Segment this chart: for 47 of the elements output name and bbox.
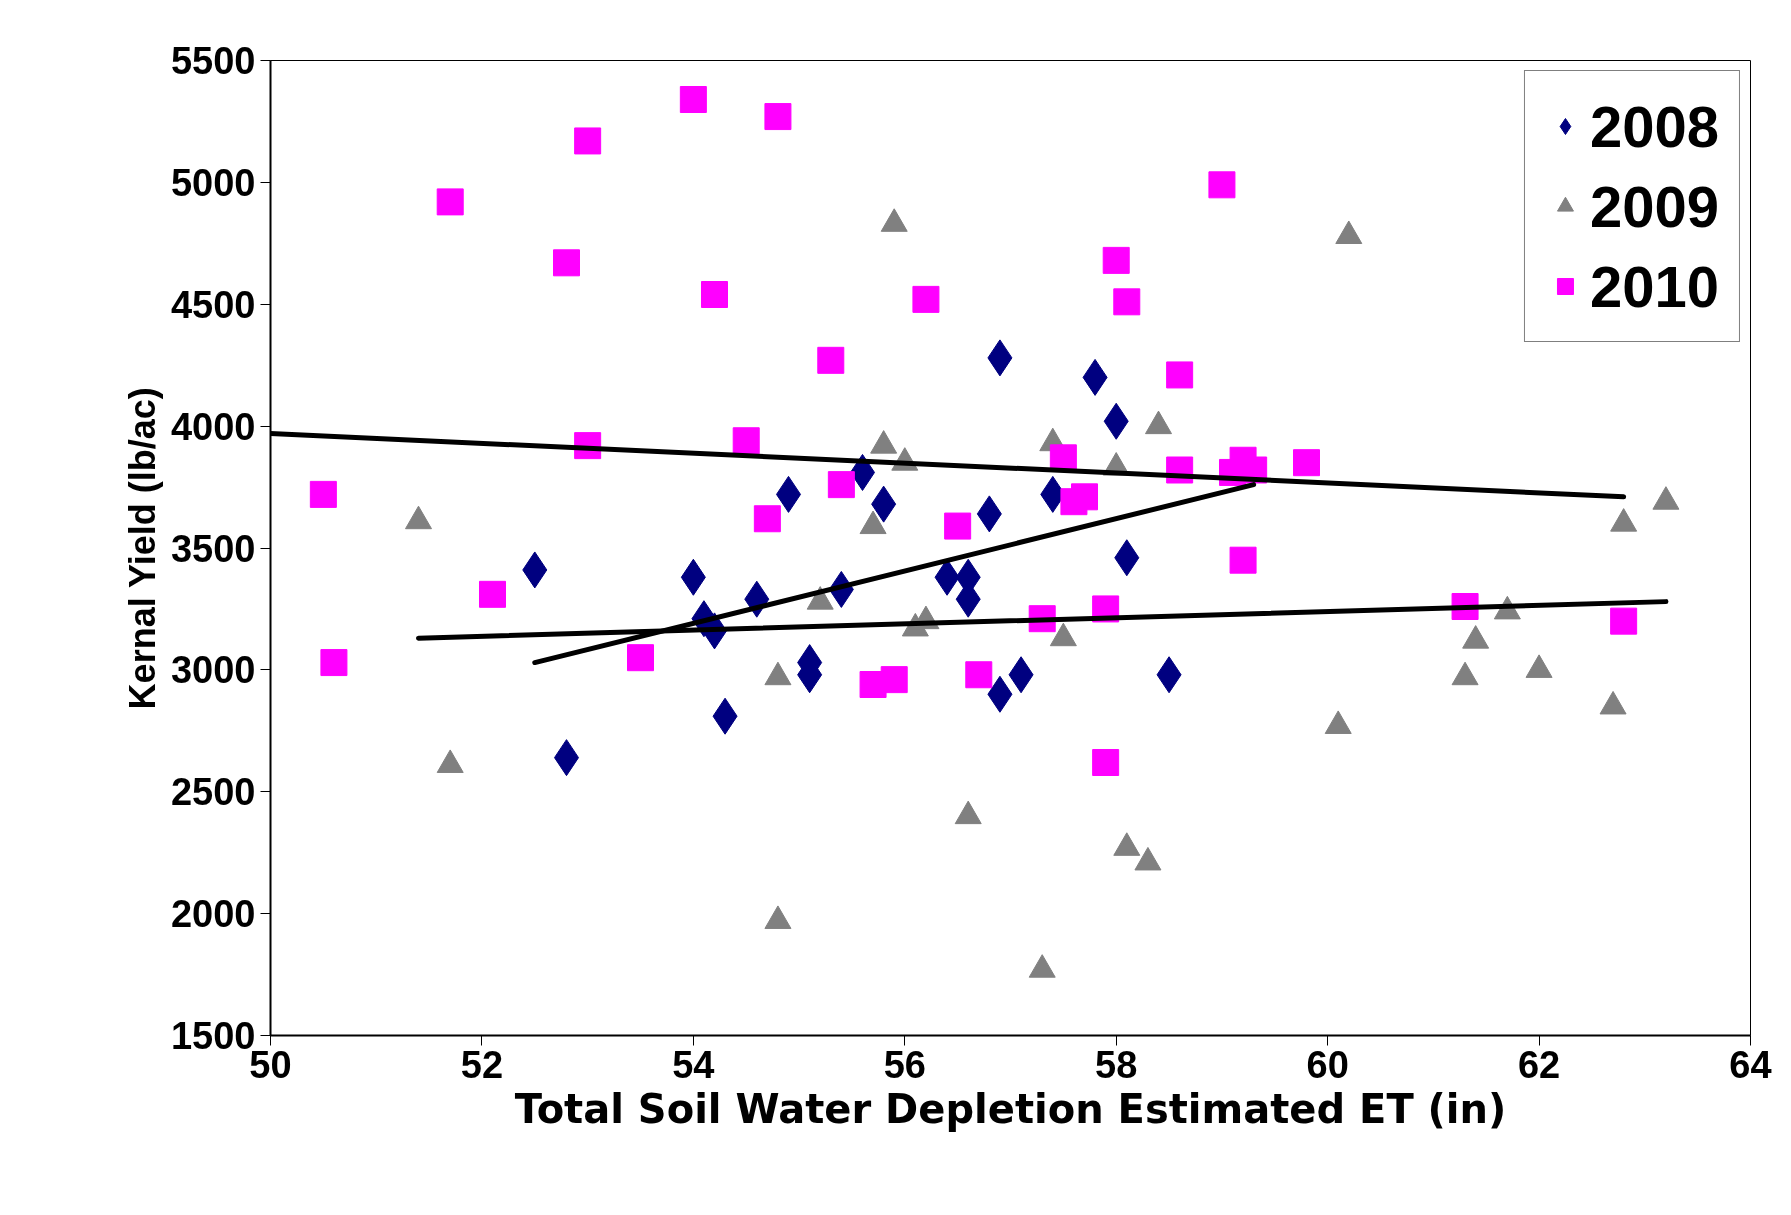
point [479, 580, 506, 608]
y-tick-label: 3500 [170, 527, 256, 570]
y-tick-label: 5500 [170, 40, 256, 82]
point [1229, 546, 1257, 574]
x-tick-label: 60 [1306, 1043, 1349, 1086]
x-tick-label: 56 [883, 1043, 926, 1086]
point [1166, 361, 1194, 389]
point [817, 346, 845, 374]
point [1293, 449, 1320, 477]
y-tick-label: 4000 [170, 405, 256, 448]
point [1208, 171, 1236, 199]
x-axis-title: Total Soil Water Depletion Estimated ET (in) [514, 1085, 1507, 1132]
y-axis-title: Kernal Yield (lb/ac) [121, 387, 163, 710]
point [764, 103, 792, 131]
point [944, 512, 972, 540]
point [1610, 607, 1638, 635]
point [1092, 749, 1120, 776]
x-tick-label: 58 [1095, 1043, 1138, 1086]
point [827, 471, 855, 499]
x-tick-label: 54 [672, 1043, 715, 1086]
y-tick-label: 2500 [170, 771, 256, 814]
point [627, 644, 654, 672]
point [679, 86, 707, 113]
point [732, 427, 760, 455]
legend-label: 2010 [1589, 252, 1719, 321]
x-tick-label: 64 [1729, 1043, 1772, 1086]
point [1071, 483, 1098, 511]
point [701, 281, 728, 308]
point [436, 188, 464, 216]
point [880, 666, 908, 694]
legend-label: 2009 [1589, 172, 1719, 241]
point [309, 480, 337, 508]
point [965, 661, 993, 689]
x-tick-label: 62 [1517, 1043, 1561, 1086]
y-tick-label: 5000 [170, 161, 256, 204]
point [1102, 246, 1130, 274]
point [320, 649, 348, 677]
y-tick-label: 2000 [170, 893, 256, 936]
point [1113, 288, 1141, 316]
x-tick-label: 52 [460, 1043, 504, 1086]
y-tick-label: 3000 [170, 649, 256, 692]
point [912, 285, 940, 313]
point [553, 249, 580, 277]
legend-label: 2008 [1589, 92, 1719, 161]
y-tick-label: 4500 [170, 283, 256, 326]
point [753, 505, 781, 533]
point [574, 127, 602, 155]
